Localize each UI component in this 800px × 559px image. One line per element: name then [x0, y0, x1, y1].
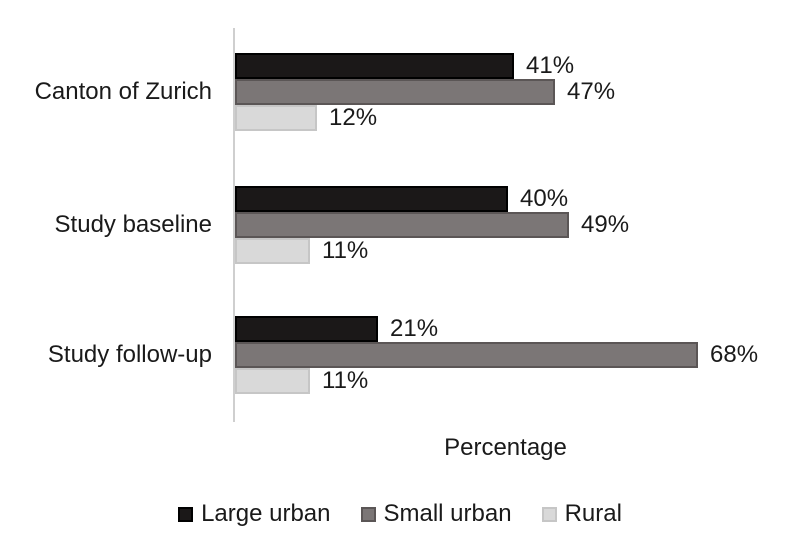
- bar-rural-study-baseline: [235, 238, 310, 264]
- y-axis-line: [233, 28, 235, 422]
- legend-swatch-icon: [178, 506, 194, 522]
- bar-row-large-urban: 41%: [235, 53, 778, 79]
- bar-row-small-urban: 49%: [235, 212, 778, 238]
- value-label: 21%: [390, 315, 439, 342]
- legend-item-rural: Rural: [541, 500, 622, 528]
- value-label: 41%: [526, 52, 575, 79]
- bar-group-study-follow-up: 21% 68% 11%: [235, 316, 778, 394]
- bar-row-rural: 11%: [235, 238, 778, 264]
- bar-small-urban-study-follow-up: [235, 342, 698, 368]
- value-label: 11%: [322, 237, 369, 264]
- x-axis-title: Percentage: [444, 434, 567, 461]
- bar-row-rural: 12%: [235, 105, 778, 131]
- bar-large-urban-study-baseline: [235, 186, 508, 212]
- value-label: 11%: [322, 367, 369, 394]
- bar-small-urban-canton-of-zurich: [235, 79, 555, 105]
- bar-row-large-urban: 40%: [235, 186, 778, 212]
- bar-row-large-urban: 21%: [235, 316, 778, 342]
- category-label-canton-of-zurich: Canton of Zurich: [34, 78, 212, 105]
- bar-large-urban-study-follow-up: [235, 316, 378, 342]
- value-label: 47%: [567, 78, 616, 105]
- bar-row-rural: 11%: [235, 368, 778, 394]
- legend-label: Rural: [564, 500, 622, 527]
- value-label: 49%: [581, 211, 630, 238]
- category-label-study-follow-up: Study follow-up: [47, 341, 212, 368]
- plot-area: 41% 47% 12% 40% 49% 11% 21% 68% 11%: [233, 28, 778, 422]
- bar-group-study-baseline: 40% 49% 11%: [235, 186, 778, 264]
- legend-label: Large urban: [201, 500, 331, 527]
- bar-large-urban-canton-of-zurich: [235, 53, 514, 79]
- bar-group-canton-of-zurich: 41% 47% 12%: [235, 53, 778, 131]
- bar-row-small-urban: 68%: [235, 342, 778, 368]
- legend-swatch-icon: [360, 506, 376, 522]
- category-label-study-baseline: Study baseline: [54, 211, 212, 238]
- bar-rural-canton-of-zurich: [235, 105, 317, 131]
- bar-row-small-urban: 47%: [235, 79, 778, 105]
- value-label: 68%: [710, 341, 759, 368]
- value-label: 40%: [520, 185, 569, 212]
- bar-small-urban-study-baseline: [235, 212, 569, 238]
- legend-swatch-icon: [541, 506, 557, 522]
- value-label: 12%: [329, 104, 378, 131]
- legend-item-small-urban: Small urban: [360, 500, 512, 528]
- legend: Large urban Small urban Rural: [0, 500, 800, 528]
- legend-label: Small urban: [383, 500, 512, 527]
- bar-rural-study-follow-up: [235, 368, 310, 394]
- legend-item-large-urban: Large urban: [178, 500, 331, 528]
